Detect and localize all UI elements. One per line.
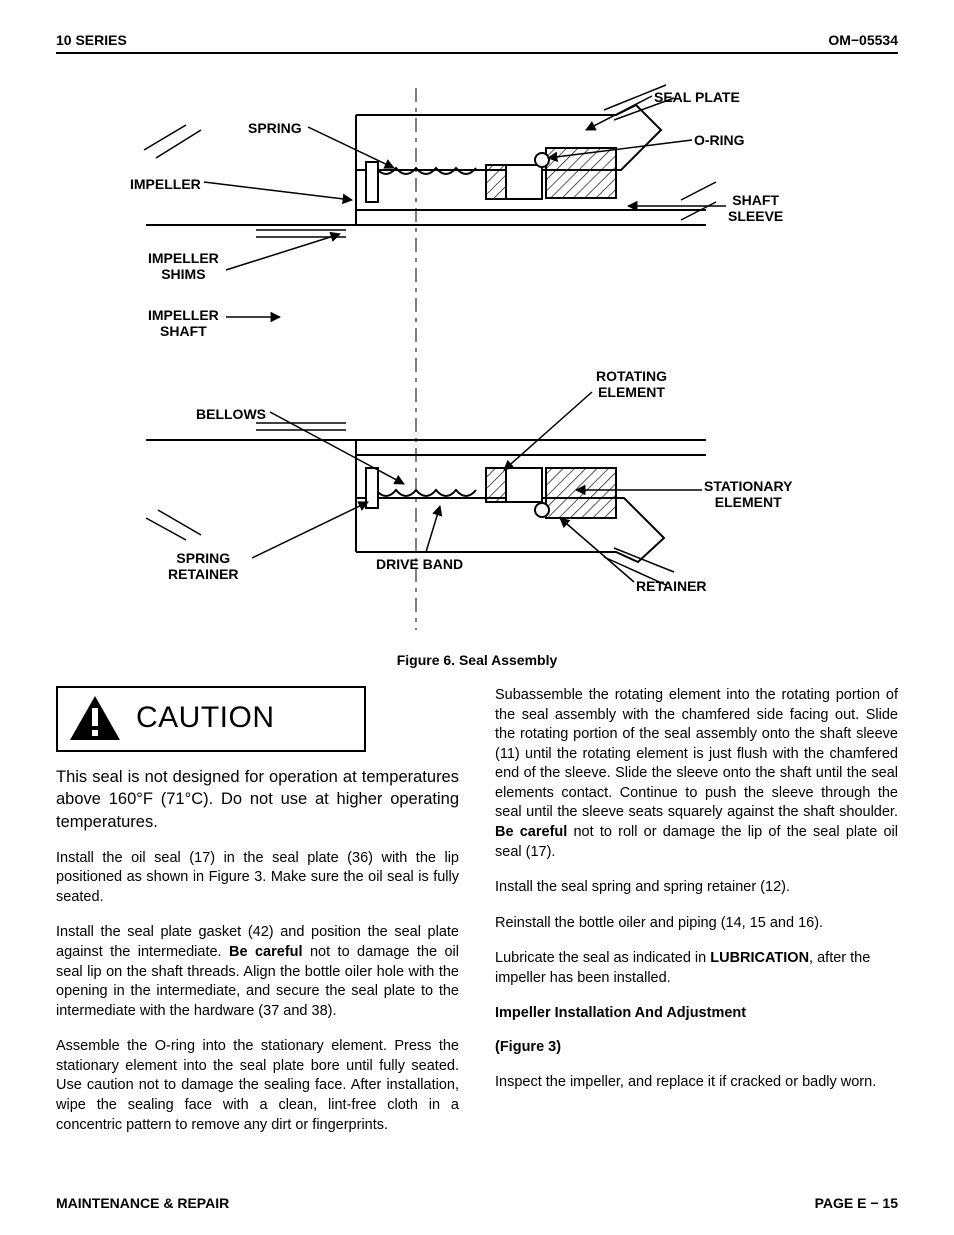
left-p1: Install the oil seal (17) in the seal pl… <box>56 849 459 908</box>
label-stationary-element: STATIONARY ELEMENT <box>704 478 792 510</box>
left-column: CAUTION This seal is not designed for op… <box>56 686 459 1151</box>
left-p2: Install the seal plate gasket (42) and p… <box>56 923 459 1021</box>
footer-right: PAGE E − 15 <box>815 1195 898 1211</box>
label-impeller-shaft: IMPELLER SHAFT <box>148 307 219 339</box>
page-footer: MAINTENANCE & REPAIR PAGE E − 15 <box>56 1195 898 1211</box>
label-spring-retainer: SPRING RETAINER <box>168 550 239 582</box>
warning-icon <box>68 694 122 742</box>
page-header: 10 SERIES OM−05534 <box>56 32 898 54</box>
figure-ref: (Figure 3) <box>495 1038 898 1058</box>
label-impeller-shims: IMPELLER SHIMS <box>148 250 219 282</box>
right-p5: Inspect the impeller, and replace it if … <box>495 1073 898 1093</box>
label-spring: SPRING <box>248 120 302 136</box>
right-p4: Lubricate the seal as indicated in LUBRI… <box>495 949 898 988</box>
footer-left: MAINTENANCE & REPAIR <box>56 1195 229 1211</box>
body-columns: CAUTION This seal is not designed for op… <box>56 686 898 1151</box>
label-o-ring: O-RING <box>694 132 745 148</box>
seal-assembly-figure: SPRING SEAL PLATE O-RING IMPELLER SHAFT … <box>56 70 898 644</box>
header-right: OM−05534 <box>828 32 898 48</box>
figure-caption: Figure 6. Seal Assembly <box>56 652 898 668</box>
label-retainer: RETAINER <box>636 578 707 594</box>
label-bellows: BELLOWS <box>196 406 266 422</box>
right-column: Subassemble the rotating element into th… <box>495 686 898 1151</box>
right-p1: Subassemble the rotating element into th… <box>495 686 898 862</box>
caution-body: This seal is not designed for operation … <box>56 766 459 833</box>
impeller-heading: Impeller Installation And Adjustment <box>495 1004 898 1024</box>
caution-heading: CAUTION <box>136 698 275 739</box>
caution-box: CAUTION <box>56 686 366 752</box>
right-p2: Install the seal spring and spring retai… <box>495 878 898 898</box>
label-shaft-sleeve: SHAFT SLEEVE <box>728 192 783 224</box>
label-drive-band: DRIVE BAND <box>376 556 463 572</box>
label-seal-plate: SEAL PLATE <box>654 89 740 105</box>
right-p3: Reinstall the bottle oiler and piping (1… <box>495 914 898 934</box>
left-p3: Assemble the O-ring into the stationary … <box>56 1037 459 1135</box>
label-impeller: IMPELLER <box>130 176 201 192</box>
label-rotating-element: ROTATING ELEMENT <box>596 368 667 400</box>
header-left: 10 SERIES <box>56 32 127 48</box>
